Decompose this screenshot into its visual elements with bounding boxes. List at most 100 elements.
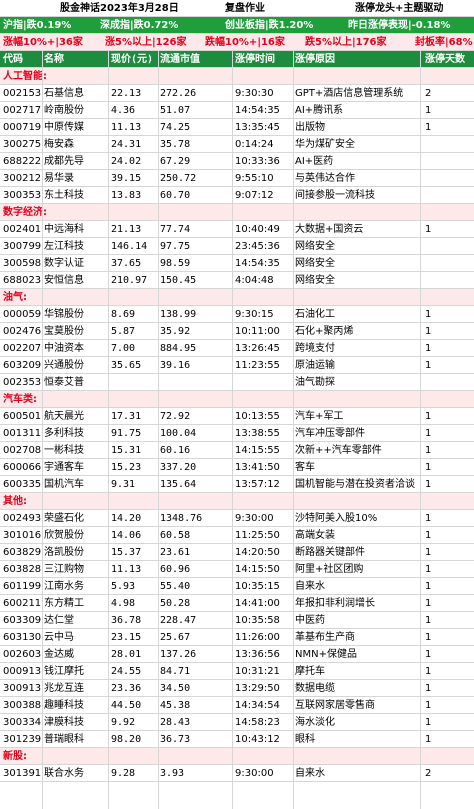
header-market-cap[interactable]: 流通市值	[160, 54, 200, 65]
table-row[interactable]: 300598 数字认证 37.65 98.59 14:54:35 网络安全	[0, 255, 474, 272]
cell-market-cap: 60.70	[160, 190, 191, 201]
header-limit-time[interactable]: 涨停时间	[235, 54, 275, 65]
table-row[interactable]: 603209 兴通股份 35.65 39.16 11:23:55 原油运输 1	[0, 357, 474, 374]
table-row[interactable]: 300212 易华录 39.15 250.72 9:55:10 与英伟达合作	[0, 170, 474, 187]
table-row[interactable]: 300334 津膜科技 9.92 28.43 14:58:23 海水淡化 1	[0, 714, 474, 731]
cell-days: 1	[425, 632, 432, 643]
header-code[interactable]: 代码	[3, 54, 23, 65]
table-row[interactable]: 600211 东方精工 4.98 50.28 14:41:00 年报扣非利润增长 1	[0, 595, 474, 612]
cell-price: 11.13	[111, 122, 142, 133]
cell-reason: 跨境支付	[295, 343, 335, 354]
cell-days: 1	[425, 700, 432, 711]
table-row[interactable]: 301239 普瑞眼科 98.20 36.73 10:43:12 眼科 1	[0, 731, 474, 748]
table-row[interactable]: 001311 多利科技 91.75 100.04 13:38:55 汽车冲压零部件 1	[0, 425, 474, 442]
cell-market-cap: 74.25	[160, 122, 191, 133]
breadth-stats-row: 涨幅10%+|36家 涨5%以上|126家 跌幅10%+|16家 跌5%以上|1…	[0, 34, 474, 51]
table-row[interactable]: 688222 成都先导 24.02 67.29 10:33:36 AI+医药	[0, 153, 474, 170]
table-row[interactable]: 000719 中原传媒 11.13 74.25 13:35:45 出版物 1	[0, 119, 474, 136]
section-header: 数字经济:	[0, 204, 474, 221]
table-row[interactable]: 002401 中远海科 21.13 77.74 10:40:49 大数据+国资云 1	[0, 221, 474, 238]
cell-reason: 间接参股一流科技	[295, 190, 375, 201]
table-row[interactable]: 301016 欣贺股份 14.06 60.58 11:25:50 高端女装 1	[0, 527, 474, 544]
header-price[interactable]: 现价(元)	[111, 54, 154, 65]
cell-code: 300275	[3, 139, 41, 150]
grid-line	[293, 51, 294, 809]
cell-market-cap: 55.40	[160, 581, 191, 592]
cell-code: 002708	[3, 445, 41, 456]
cell-limit-time: 14:54:35	[235, 105, 280, 116]
cell-name: 宝莫股份	[44, 326, 84, 337]
cell-market-cap: 67.29	[160, 156, 191, 167]
cell-market-cap: 3.93	[160, 768, 185, 779]
table-row[interactable]: 002153 石基信息 22.13 272.26 9:30:30 GPT+酒店信息管理系统…	[0, 85, 474, 102]
cell-price: 39.15	[111, 173, 142, 184]
cell-reason: 自来水	[295, 768, 325, 779]
breadth-down5: 跌5%以上|176家	[305, 37, 387, 48]
cell-limit-time: 9:30:30	[235, 88, 274, 99]
cell-code: 603130	[3, 632, 41, 643]
cell-days: 1	[425, 734, 432, 745]
cell-limit-time: 13:38:55	[235, 428, 280, 439]
table-row[interactable]: 301391 联合水务 9.28 3.93 9:30:00 自来水 2	[0, 765, 474, 782]
cell-market-cap: 45.38	[160, 700, 191, 711]
table-row[interactable]: 300353 东土科技 13.83 60.70 9:07:12 间接参股一流科技	[0, 187, 474, 204]
table-row[interactable]: 002708 一彬科技 15.31 60.16 14:15:55 次新++汽车零部件 1	[0, 442, 474, 459]
table-row[interactable]: 603829 洛凯股份 15.37 23.61 14:20:50 断路器关键部件 1	[0, 544, 474, 561]
cell-limit-time: 10:43:12	[235, 734, 280, 745]
cell-market-cap: 98.59	[160, 258, 191, 269]
cell-limit-time: 23:45:36	[235, 241, 280, 252]
table-row[interactable]: 002476 宝莫股份 5.87 35.92 10:11:00 石化+聚丙烯 1	[0, 323, 474, 340]
cell-code: 600211	[3, 598, 41, 609]
table-row[interactable]: 600066 宇通客车 15.23 337.20 13:41:50 客车 1	[0, 459, 474, 476]
table-row[interactable]: 002717 岭南股份 4.36 51.07 14:54:35 AI+腾讯系 1	[0, 102, 474, 119]
table-row[interactable]: 300799 左江科技 146.14 97.75 23:45:36 网络安全	[0, 238, 474, 255]
cell-code: 002717	[3, 105, 41, 116]
cell-name: 航天晨光	[44, 411, 84, 422]
section-header: 其他:	[0, 493, 474, 510]
cell-price: 210.97	[111, 275, 148, 286]
cell-market-cap: 35.92	[160, 326, 191, 337]
header-name[interactable]: 名称	[44, 54, 64, 65]
cell-days: 1	[425, 428, 432, 439]
cell-code: 301239	[3, 734, 41, 745]
cell-reason: 网络安全	[295, 258, 335, 269]
cell-market-cap: 137.26	[160, 649, 197, 660]
header-reason[interactable]: 涨停原因	[295, 54, 335, 65]
breadth-down10: 跌幅10%+|16家	[205, 37, 285, 48]
cell-market-cap: 34.50	[160, 683, 191, 694]
cell-price: 36.78	[111, 615, 142, 626]
cell-price: 23.36	[111, 683, 142, 694]
cell-reason: 自来水	[295, 581, 325, 592]
table-row[interactable]: 603130 云中马 23.15 25.67 11:26:00 革基布生产商 1	[0, 629, 474, 646]
cell-code: 601199	[3, 581, 41, 592]
table-row[interactable]: 002207 中油资本 7.00 884.95 13:26:45 跨境支付 1	[0, 340, 474, 357]
cell-price: 11.13	[111, 564, 142, 575]
table-row[interactable]: 002353 恒泰艾普 油气勘探	[0, 374, 474, 391]
table-row[interactable]: 000913 钱江摩托 24.55 84.71 10:31:21 摩托车 1	[0, 663, 474, 680]
cell-reason: 网络安全	[295, 241, 335, 252]
table-row[interactable]: 300275 梅安森 24.31 35.78 0:14:24 华为煤矿安全	[0, 136, 474, 153]
cell-reason: 华为煤矿安全	[295, 139, 355, 150]
table-body: 人工智能: 002153 石基信息 22.13 272.26 9:30:30 GPT+酒店信…	[0, 68, 474, 782]
index-stat-sh: 沪指|跌0.19%	[3, 20, 72, 31]
table-row[interactable]: 603828 三江购物 11.13 60.96 14:15:50 阿里+社区团购 1	[0, 561, 474, 578]
grid-line	[108, 51, 109, 809]
cell-limit-time: 9:07:12	[235, 190, 274, 201]
cell-limit-time: 13:35:45	[235, 122, 280, 133]
cell-limit-time: 13:26:45	[235, 343, 280, 354]
table-row[interactable]: 300913 兆龙互连 23.36 34.50 13:29:50 数据电缆 1	[0, 680, 474, 697]
cell-reason: 高端女装	[295, 530, 335, 541]
table-row[interactable]: 688023 安恒信息 210.97 150.45 4:04:48 网络安全	[0, 272, 474, 289]
cell-name: 中原传媒	[44, 122, 84, 133]
table-row[interactable]: 002603 金达威 28.01 137.26 13:36:56 NMN+保健品 1	[0, 646, 474, 663]
cell-market-cap: 84.71	[160, 666, 191, 677]
table-row[interactable]: 603309 达仁堂 36.78 228.47 10:35:58 中医药 1	[0, 612, 474, 629]
sheet: 股金神话2023年3月28日 复盘作业 涨停龙头+主题驱动 沪指|跌0.19% …	[0, 3, 474, 809]
table-row[interactable]: 300388 趣睡科技 44.50 45.38 14:34:54 互联网家居零售商 1	[0, 697, 474, 714]
table-row[interactable]: 000059 华锦股份 8.69 138.99 9:30:15 石油化工 1	[0, 306, 474, 323]
table-row[interactable]: 600501 航天晨光 17.31 72.92 10:13:55 汽车+军工 1	[0, 408, 474, 425]
table-row[interactable]: 600335 国机汽车 9.31 135.64 13:57:12 国机智能与潜在投资者洽谈…	[0, 476, 474, 493]
header-days[interactable]: 涨停天数	[425, 54, 465, 65]
table-row[interactable]: 002493 荣盛石化 14.20 1348.76 9:30:00 沙特阿美入股10% 1	[0, 510, 474, 527]
table-row[interactable]: 601199 江南水务 5.93 55.40 10:35:15 自来水 1	[0, 578, 474, 595]
